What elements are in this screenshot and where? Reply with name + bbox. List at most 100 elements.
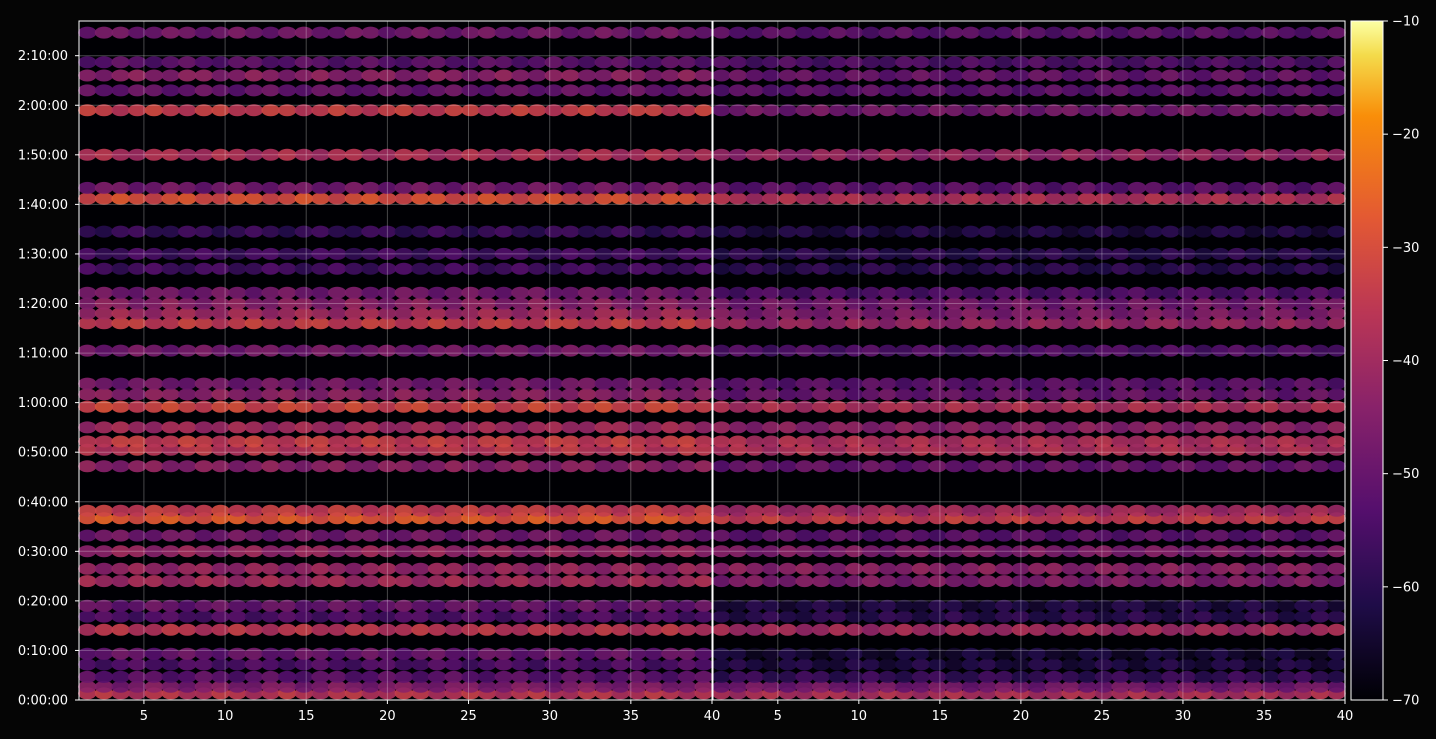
heatmap-cell — [745, 247, 764, 260]
heatmap-cell — [861, 262, 881, 275]
heatmap-cell — [1111, 529, 1130, 542]
heatmap-cell — [78, 575, 97, 588]
heatmap-cell — [861, 562, 881, 575]
heatmap-cell — [677, 69, 697, 82]
heatmap-cell — [1294, 377, 1313, 390]
heatmap-cell — [644, 69, 663, 82]
heatmap-cell — [361, 148, 380, 161]
heatmap-cell — [795, 192, 814, 205]
heatmap-cell — [694, 658, 713, 671]
heatmap-cell — [1128, 647, 1147, 660]
heatmap-cell — [527, 377, 547, 390]
heatmap-cell — [278, 192, 297, 205]
heatmap-cell — [1227, 670, 1246, 683]
heatmap-cell — [878, 460, 897, 473]
heatmap-cell — [812, 575, 831, 588]
heatmap-cell — [1044, 435, 1063, 448]
heatmap-cell — [577, 610, 597, 623]
heatmap-cell — [1028, 400, 1047, 413]
heatmap-cell — [78, 181, 97, 194]
heatmap-cell — [527, 307, 547, 320]
heatmap-cell — [311, 460, 330, 473]
heatmap-cell — [361, 599, 380, 612]
heatmap-cell — [762, 225, 781, 238]
heatmap-cell — [394, 575, 413, 588]
heatmap-cell — [1094, 247, 1113, 260]
heatmap-cell — [728, 286, 748, 299]
heatmap-cell — [211, 225, 230, 238]
heatmap-cell — [144, 658, 164, 671]
heatmap-cell — [1244, 307, 1263, 320]
heatmap-cell — [828, 529, 847, 542]
heatmap-cell — [845, 286, 864, 299]
heatmap-cell — [845, 84, 864, 97]
heatmap-cell — [144, 400, 164, 413]
heatmap-cell — [378, 599, 397, 612]
heatmap-cell — [444, 545, 463, 558]
heatmap-cell — [278, 421, 297, 434]
heatmap-cell — [161, 344, 180, 357]
heatmap-cell — [928, 599, 947, 612]
heatmap-cell — [394, 297, 413, 310]
heatmap-cell — [945, 307, 964, 320]
heatmap-cell — [111, 421, 130, 434]
heatmap-cell — [94, 504, 114, 517]
heatmap-cell — [1311, 26, 1330, 39]
heatmap-cell — [661, 658, 680, 671]
heatmap-cell — [627, 610, 647, 623]
heatmap-cell — [444, 317, 463, 330]
heatmap-cell — [945, 575, 964, 588]
heatmap-cell — [1294, 680, 1313, 693]
heatmap-cell — [928, 435, 947, 448]
heatmap-cell — [411, 529, 430, 542]
heatmap-cell — [728, 562, 748, 575]
heatmap-cell — [328, 26, 347, 39]
heatmap-cell — [795, 460, 814, 473]
heatmap-cell — [1078, 562, 1097, 575]
heatmap-cell — [78, 658, 97, 671]
heatmap-cell — [161, 26, 180, 39]
heatmap-cell — [194, 562, 214, 575]
heatmap-cell — [1211, 148, 1230, 161]
heatmap-cell — [477, 84, 497, 97]
heatmap-cell — [444, 26, 463, 39]
heatmap-cell — [511, 610, 530, 623]
heatmap-cell — [228, 610, 247, 623]
heatmap-cell — [828, 56, 847, 69]
heatmap-cell — [111, 562, 130, 575]
heatmap-cell — [1078, 192, 1097, 205]
heatmap-cell — [611, 529, 630, 542]
heatmap-cell — [1277, 658, 1296, 671]
heatmap-cell — [1094, 388, 1113, 401]
heatmap-cell — [228, 26, 247, 39]
heatmap-cell — [211, 317, 230, 330]
heatmap-cell — [1277, 504, 1296, 517]
heatmap-cell — [394, 247, 413, 260]
heatmap-cell — [211, 647, 230, 660]
heatmap-cell — [661, 26, 680, 39]
heatmap-cell — [661, 529, 680, 542]
heatmap-cell — [344, 460, 364, 473]
heatmap-cell — [978, 297, 997, 310]
heatmap-cell — [1128, 670, 1147, 683]
heatmap-cell — [845, 610, 864, 623]
heatmap-cell — [995, 623, 1014, 636]
heatmap-cell — [1311, 460, 1330, 473]
heatmap-cell — [427, 262, 447, 275]
heatmap-cell — [661, 317, 680, 330]
heatmap-cell — [194, 181, 214, 194]
heatmap-cell — [945, 84, 964, 97]
heatmap-cell — [444, 575, 463, 588]
heatmap-cell — [1311, 562, 1330, 575]
heatmap-cell — [978, 148, 997, 161]
heatmap-cell — [911, 460, 931, 473]
heatmap-cell — [427, 297, 447, 310]
heatmap-cell — [1227, 610, 1246, 623]
heatmap-cell — [477, 286, 497, 299]
heatmap-cell — [361, 658, 380, 671]
heatmap-cell — [427, 225, 447, 238]
heatmap-cell — [627, 460, 647, 473]
heatmap-cell — [461, 286, 480, 299]
heatmap-cell — [361, 623, 380, 636]
heatmap-cell — [294, 307, 314, 320]
